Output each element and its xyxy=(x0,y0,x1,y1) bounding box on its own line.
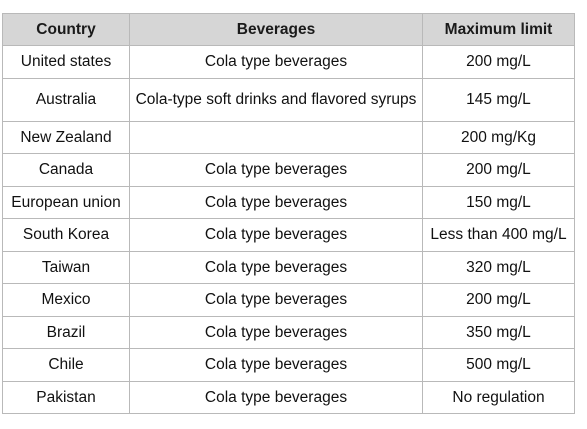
country-cell: Taiwan xyxy=(2,250,130,284)
country-cell: Mexico xyxy=(2,283,130,317)
beverage-cell: Cola type beverages xyxy=(129,185,423,219)
country-cell: Brazil xyxy=(2,315,130,349)
table-row: European union Cola type beverages 150 m… xyxy=(2,185,575,219)
regulation-table: Country Beverages Maximum limit United s… xyxy=(2,13,575,414)
limit-cell: 200 mg/L xyxy=(422,153,575,187)
beverage-cell: Cola type beverages xyxy=(129,250,423,284)
beverage-cell: Cola type beverages xyxy=(129,348,423,382)
country-cell: New Zealand xyxy=(2,120,130,154)
limit-cell: 500 mg/L xyxy=(422,348,575,382)
header-maximum-limit: Maximum limit xyxy=(422,13,575,46)
table-row: Mexico Cola type beverages 200 mg/L xyxy=(2,283,575,317)
beverage-cell: Cola type beverages xyxy=(129,283,423,317)
header-country: Country xyxy=(2,13,130,46)
table-row: United states Cola type beverages 200 mg… xyxy=(2,45,575,79)
limit-cell: No regulation xyxy=(422,380,575,414)
country-cell: South Korea xyxy=(2,218,130,252)
table-row: Pakistan Cola type beverages No regulati… xyxy=(2,380,575,414)
table-row: Taiwan Cola type beverages 320 mg/L xyxy=(2,250,575,284)
limit-cell: 320 mg/L xyxy=(422,250,575,284)
table-row: New Zealand 200 mg/Kg xyxy=(2,120,575,154)
table-row: Brazil Cola type beverages 350 mg/L xyxy=(2,315,575,349)
country-cell: Pakistan xyxy=(2,380,130,414)
beverage-cell: Cola type beverages xyxy=(129,45,423,79)
limit-cell: 200 mg/L xyxy=(422,283,575,317)
country-cell: European union xyxy=(2,185,130,219)
header-beverages: Beverages xyxy=(129,13,423,46)
table-row: Australia Cola-type soft drinks and flav… xyxy=(2,77,575,122)
limit-cell: 350 mg/L xyxy=(422,315,575,349)
beverage-cell xyxy=(129,120,423,154)
beverage-cell: Cola type beverages xyxy=(129,315,423,349)
limit-cell: 145 mg/L xyxy=(422,77,575,122)
country-cell: Chile xyxy=(2,348,130,382)
country-cell: United states xyxy=(2,45,130,79)
beverage-cell: Cola type beverages xyxy=(129,218,423,252)
table-row: Canada Cola type beverages 200 mg/L xyxy=(2,153,575,187)
country-cell: Australia xyxy=(2,77,130,122)
limit-cell: 200 mg/Kg xyxy=(422,120,575,154)
limit-cell: Less than 400 mg/L xyxy=(422,218,575,252)
beverage-cell: Cola type beverages xyxy=(129,380,423,414)
beverage-cell: Cola type beverages xyxy=(129,153,423,187)
country-cell: Canada xyxy=(2,153,130,187)
table-row: Chile Cola type beverages 500 mg/L xyxy=(2,348,575,382)
header-row: Country Beverages Maximum limit xyxy=(2,13,575,46)
beverage-cell: Cola-type soft drinks and flavored syrup… xyxy=(129,77,423,122)
limit-cell: 200 mg/L xyxy=(422,45,575,79)
limit-cell: 150 mg/L xyxy=(422,185,575,219)
table-row: South Korea Cola type beverages Less tha… xyxy=(2,218,575,252)
